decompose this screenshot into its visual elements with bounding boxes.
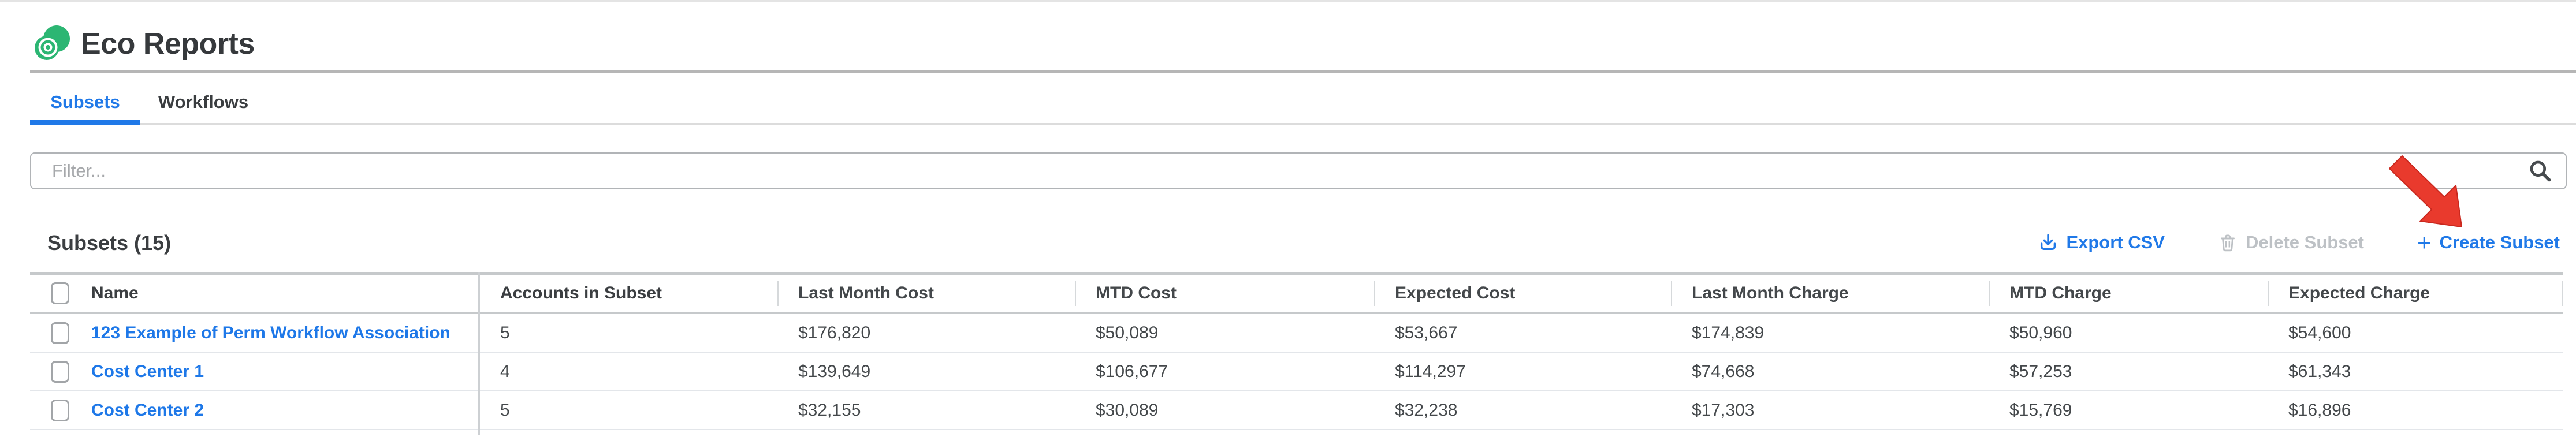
download-icon [2041,234,2056,251]
section-title: Subsets (15) [47,231,172,255]
mtd-charge-value: $57,253 [2009,361,2072,381]
subset-name-link[interactable]: Cost Center 1 [91,361,204,381]
search-icon[interactable] [2527,158,2553,184]
last-month-cost-value: $139,649 [798,361,871,381]
subset-name-link[interactable]: 123 Example of Perm Workflow Association [91,323,451,342]
column-header-mtd-charge[interactable]: MTD Charge [1989,275,2268,312]
section-row: Subsets (15) Export CSV Delete Sub [0,229,2576,256]
mtd-cost-value: $106,677 [1096,361,1168,381]
subset-name-link[interactable]: Cost Center 2 [91,400,204,420]
select-all-checkbox[interactable] [51,282,69,304]
export-csv-button[interactable]: Export CSV [2038,232,2165,253]
create-subset-label: Create Subset [2439,232,2560,252]
column-header-mtd-cost[interactable]: MTD Cost [1075,275,1374,312]
column-header-last-month-charge[interactable]: Last Month Charge [1671,275,1989,312]
row-checkbox-cell [30,360,91,383]
last-month-charge-value: $17,303 [1692,400,1755,420]
delete-subset-label: Delete Subset [2245,232,2364,252]
row-checkbox-cell [30,322,91,344]
table-row: Cost Center 2 5 $32,155 $30,089 $32,238 … [30,391,2563,430]
app-logo-icon [35,25,70,60]
table-row: 123 Example of Perm Workflow Association… [30,314,2563,353]
column-header-accounts[interactable]: Accounts in Subset [500,283,662,303]
top-divider [0,0,2576,2]
expected-cost-value: $114,297 [1395,361,1466,381]
tab-subsets-label: Subsets [50,91,120,112]
column-header-name[interactable]: Name [91,283,139,303]
subsets-table: Name Accounts in Subset Last Month Cost … [30,272,2563,435]
tab-workflows-label: Workflows [158,91,249,112]
expected-cost-value: $32,238 [1395,400,1458,420]
table-header-row: Name Accounts in Subset Last Month Cost … [30,272,2563,314]
accounts-in-subset-value: 4 [500,361,510,381]
last-month-charge-value: $174,839 [1692,323,1765,342]
expected-cost-value: $53,667 [1395,323,1458,342]
row-checkbox[interactable] [51,360,69,383]
plus-icon: + [2417,229,2432,256]
page-title: Eco Reports [81,27,255,61]
delete-subset-button[interactable]: Delete Subset [2218,232,2364,253]
last-month-cost-value: $32,155 [798,400,861,420]
mtd-cost-value: $30,089 [1096,400,1159,420]
tab-bar: Subsets Workflows [30,81,2576,125]
action-buttons: Export CSV Delete Subset + Create Subset [2038,229,2560,256]
tab-workflows[interactable]: Workflows [140,81,266,123]
row-checkbox[interactable] [51,322,69,344]
expected-charge-value: $61,343 [2288,361,2351,381]
mtd-charge-value: $15,769 [2009,400,2072,420]
expected-charge-value: $54,600 [2288,323,2351,342]
name-column-separator [478,272,480,435]
mtd-cost-value: $50,089 [1096,323,1159,342]
header-divider [30,70,2576,73]
trash-icon [2220,234,2235,252]
last-month-cost-value: $176,820 [798,323,871,342]
mtd-charge-value: $50,960 [2009,323,2072,342]
column-header-expected-cost[interactable]: Expected Cost [1374,275,1671,312]
column-header-last-month-cost[interactable]: Last Month Cost [777,275,1075,312]
filter-input[interactable] [30,152,2567,189]
accounts-in-subset-value: 5 [500,323,510,342]
column-header-expected-charge[interactable]: Expected Charge [2268,275,2563,312]
row-checkbox-cell [30,399,91,421]
table-row: Cost Center 1 4 $139,649 $106,677 $114,2… [30,353,2563,391]
create-subset-button[interactable]: + Create Subset [2417,229,2560,256]
accounts-in-subset-value: 5 [500,400,510,420]
export-csv-label: Export CSV [2066,232,2165,252]
expected-charge-value: $16,896 [2288,400,2351,420]
app-header: Eco Reports [33,25,255,62]
tab-subsets[interactable]: Subsets [30,81,140,125]
last-month-charge-value: $74,668 [1692,361,1755,381]
select-all-cell [30,275,91,312]
filter-bar [30,152,2567,189]
row-checkbox[interactable] [51,399,69,421]
